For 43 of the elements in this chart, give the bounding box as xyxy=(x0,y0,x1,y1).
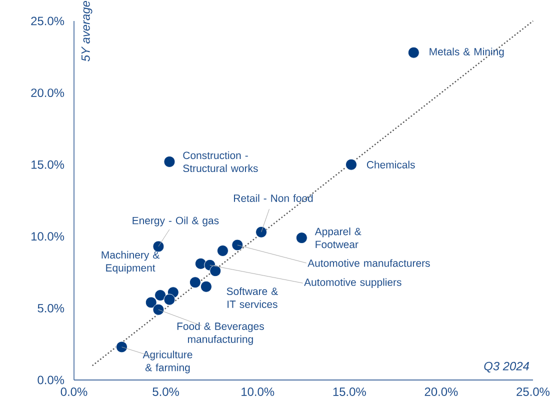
point xyxy=(210,265,222,277)
annotation: Apparel & Footwear xyxy=(314,228,362,248)
point xyxy=(145,296,157,308)
annotation: Metals & Mining xyxy=(430,48,504,58)
annotation: Food & Beverages manufacturing xyxy=(177,322,264,345)
point xyxy=(189,276,201,288)
point xyxy=(216,245,228,257)
x-tick-label: 25.0% xyxy=(516,388,550,396)
point xyxy=(256,226,268,238)
annotation: Agriculture & farming xyxy=(142,350,192,374)
point xyxy=(116,341,128,353)
annotation: Automotive manufacturers xyxy=(308,259,430,267)
annotation: Chemicals xyxy=(366,160,415,168)
y-axis-title: 5Y average xyxy=(82,0,92,62)
point xyxy=(200,280,212,292)
y-tick-label: 0.0% xyxy=(38,376,64,384)
point xyxy=(232,239,244,251)
point xyxy=(152,304,164,316)
annotation: Software & IT services xyxy=(226,287,278,308)
annotation: Construction - Structural works xyxy=(183,151,258,172)
point xyxy=(152,240,164,252)
y-tick-label: 10.0% xyxy=(31,232,64,241)
x-tick-label: 15.0% xyxy=(333,388,366,396)
x-axis-title: Q3 2024 xyxy=(484,362,530,372)
point xyxy=(164,156,176,168)
point xyxy=(408,46,420,58)
x-tick-label: 0.0% xyxy=(60,388,88,396)
annotation: Automotive suppliers xyxy=(304,278,402,288)
x-tick-label: 20.0% xyxy=(424,388,458,396)
annotation: Energy - Oil & gas xyxy=(132,216,219,226)
annotation: Machinery & Equipment xyxy=(102,250,160,274)
y-tick-label: 20.0% xyxy=(31,88,64,98)
annotation: Retail - Non food xyxy=(234,194,313,202)
y-tick-label: 15.0% xyxy=(31,160,64,169)
point xyxy=(164,294,176,306)
point xyxy=(154,290,166,302)
point xyxy=(194,258,206,270)
point xyxy=(296,232,308,244)
y-tick-label: 25.0% xyxy=(31,16,64,26)
x-tick-label: 5.0% xyxy=(152,388,179,396)
y-tick-label: 5.0% xyxy=(38,304,64,312)
point xyxy=(345,158,357,170)
x-tick-label: 10.0% xyxy=(242,388,274,396)
